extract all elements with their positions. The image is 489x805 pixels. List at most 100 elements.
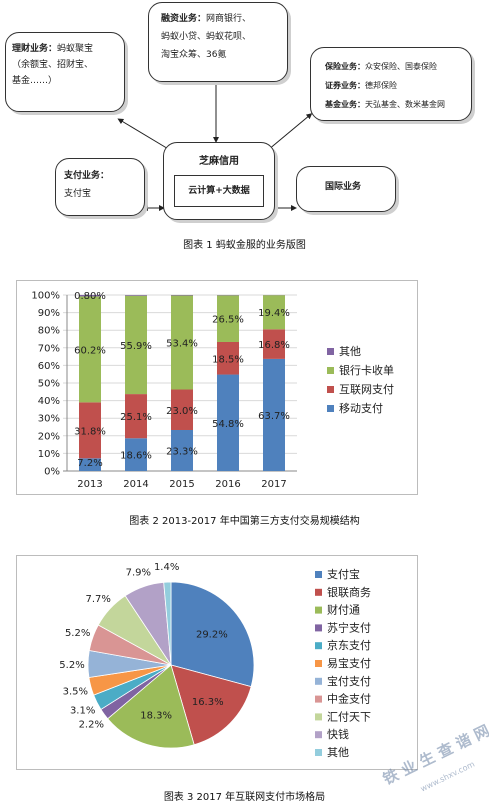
- pie-chart: 29.2% 16.3% 18.3% 2.2% 3.1% 3.5% 5.2% 5.2% 7.7% 7…: [59, 562, 371, 759]
- bar-segment: [263, 295, 285, 330]
- slice-label: 7.9%: [126, 568, 151, 579]
- x-tick-label: 2017: [261, 479, 286, 490]
- pie-slice: [163, 581, 172, 666]
- legend-swatch: [315, 749, 322, 756]
- y-tick-label: 100%: [31, 291, 60, 302]
- stacked-bar-chart: 0% 10% 20% 30% 40% 50% 60% 70% 80% 90% 100% 7.2% 31.…: [31, 291, 394, 491]
- legend-label: 银联商务: [327, 585, 371, 599]
- legend-label: 快钱: [327, 727, 349, 741]
- data-label: 25.1%: [120, 412, 152, 423]
- legend-label: 移动支付: [339, 402, 383, 415]
- legend-label: 其他: [327, 746, 349, 759]
- data-label: 0.80%: [74, 291, 106, 302]
- slice-label: 1.4%: [154, 562, 179, 573]
- slice-label: 16.3%: [192, 697, 224, 708]
- data-label: 53.4%: [166, 339, 198, 350]
- rongzi-label: 融资业务：: [161, 14, 207, 24]
- zhifu-text: 支付宝: [64, 189, 92, 199]
- bar-segment: [79, 458, 101, 471]
- y-tick-label: 10%: [38, 449, 60, 460]
- data-label: 18.6%: [120, 451, 152, 462]
- legend-swatch: [315, 642, 322, 650]
- bar-segment: [217, 295, 239, 342]
- data-label: 23.3%: [166, 446, 198, 457]
- center-title: 芝麻信用: [199, 156, 239, 167]
- data-label: 7.2%: [77, 458, 102, 469]
- bar-segment: [79, 402, 101, 459]
- data-label: 23.0%: [166, 406, 198, 417]
- bar-segment: [125, 438, 147, 471]
- center-inner-text: 云计算+大数据: [188, 186, 250, 196]
- legend-swatch: [327, 348, 334, 355]
- bar-segment: [171, 429, 193, 471]
- center-box: 芝麻信用 云计算+大数据: [163, 142, 275, 220]
- caption-1: 图表 1 蚂蚁金服的业务版图: [183, 240, 306, 251]
- slice-label: 3.5%: [63, 687, 88, 698]
- pie-slice: [170, 664, 252, 746]
- legend-swatch: [327, 405, 334, 412]
- data-label: 60.2%: [74, 345, 106, 356]
- baoxian-box: 保险业务：众安保险、国泰保险 证券业务：德邦保险 基金业务：天弘基金、数米基金网: [310, 47, 472, 121]
- legend-swatch: [315, 588, 322, 596]
- legend-swatch: [315, 660, 322, 667]
- data-label: 26.5%: [212, 315, 244, 326]
- licai-line3: 基金……）: [12, 76, 58, 86]
- data-label: 63.7%: [258, 411, 290, 422]
- slice-label: 7.7%: [85, 594, 110, 605]
- x-tick-label: 2015: [169, 479, 194, 490]
- y-tick-label: 70%: [38, 343, 60, 354]
- licai-label: 理财业务：: [12, 44, 58, 54]
- legend-label: 宝付支付: [327, 674, 371, 688]
- bar-segment: [171, 295, 193, 390]
- slice-label: 5.2%: [65, 628, 90, 639]
- bar-segment: [79, 296, 101, 403]
- zhengquan-text: 德邦保险: [365, 81, 397, 90]
- legend-swatch: [315, 731, 322, 739]
- rongzi-line3: 淘宝众筹、36氪: [161, 50, 227, 60]
- bar-segment: [79, 295, 101, 297]
- y-tick-label: 40%: [38, 396, 60, 407]
- pie-slice: [107, 664, 195, 749]
- bar-segment: [263, 358, 285, 471]
- data-label: 31.8%: [74, 426, 106, 437]
- zhifu-box: 支付业务： 支付宝: [55, 158, 145, 216]
- slice-label: 3.1%: [70, 706, 95, 717]
- rongzi-box: 融资业务：网商银行、 蚂蚁小贷、蚂蚁花呗、 淘宝众筹、36氪: [148, 2, 288, 82]
- legend-swatch: [315, 571, 322, 578]
- legend-label: 中金支付: [327, 692, 371, 706]
- bar-segment: [125, 295, 147, 296]
- legend-label: 苏宁支付: [327, 620, 371, 634]
- zhifu-label: 支付业务：: [64, 171, 110, 181]
- legend-label: 汇付天下: [327, 710, 371, 723]
- guoji-box: 国际业务: [296, 166, 396, 212]
- slice-label: 2.2%: [79, 720, 104, 731]
- baoxian-label: 保险业务：: [325, 62, 365, 71]
- guoji-label: 国际业务: [325, 182, 362, 192]
- center-inner-box: 云计算+大数据: [174, 175, 264, 207]
- y-tick-label: 30%: [38, 414, 60, 425]
- bar-segment: [217, 341, 239, 375]
- y-tick-label: 50%: [38, 379, 60, 390]
- pie-chart-frame: 29.2% 16.3% 18.3% 2.2% 3.1% 3.5% 5.2% 5.2% 7.7% 7…: [16, 555, 418, 770]
- jijin-label: 基金业务：: [325, 100, 365, 109]
- slice-label: 29.2%: [196, 630, 228, 641]
- jijin-text: 天弘基金、数米基金网: [365, 100, 445, 109]
- caption-2: 图表 2 2013-2017 年中国第三方支付交易规模结构: [129, 516, 360, 527]
- diagram-arrows: [117, 79, 313, 211]
- y-tick-label: 80%: [38, 326, 60, 337]
- caption-3: 图表 3 2017 年互联网支付市场格局: [163, 792, 326, 803]
- bar-segment: [125, 295, 147, 395]
- x-tick-label: 2014: [123, 479, 148, 490]
- x-tick-label: 2016: [215, 479, 240, 490]
- legend-label: 京东支付: [327, 638, 371, 652]
- legend-swatch: [327, 367, 334, 374]
- legend-swatch: [315, 695, 322, 703]
- data-label: 54.8%: [212, 419, 244, 430]
- bar-segment: [217, 374, 239, 471]
- business-diagram: 理财业务：蚂蚁聚宝 （余额宝、招财宝、 基金……） 融资业务：网商银行、 蚂蚁小…: [0, 0, 489, 232]
- pie-slice: [170, 581, 255, 688]
- y-tick-label: 90%: [38, 308, 60, 319]
- data-label: 18.5%: [212, 354, 244, 365]
- data-label: 19.4%: [258, 308, 290, 319]
- bar-segment: [171, 295, 193, 296]
